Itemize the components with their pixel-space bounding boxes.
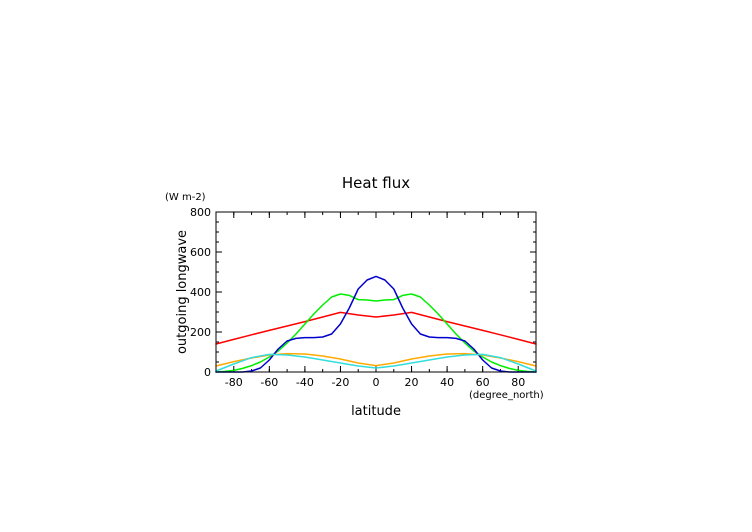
y-tick-label: 0 [204, 366, 211, 379]
x-tick-label: 60 [476, 376, 490, 389]
y-axis-label: outgoing longwave [175, 230, 190, 354]
y-tick-label: 800 [190, 206, 211, 219]
x-tick-label: -20 [331, 376, 349, 389]
series-line-1 [215, 311, 537, 345]
x-tick-label: -80 [225, 376, 243, 389]
series-line-5 [215, 353, 537, 372]
chart-title: Heat flux [342, 174, 410, 192]
x-tick-label: -40 [296, 376, 314, 389]
x-tick-label: 40 [440, 376, 454, 389]
plot-frame [215, 211, 537, 373]
x-axis-label: latitude [351, 404, 401, 419]
x-tick-label: -60 [260, 376, 278, 389]
x-unit-label: (degree_north) [469, 390, 544, 401]
y-tick-label: 400 [190, 286, 211, 299]
y-tick-label: 600 [190, 246, 211, 259]
x-tick-label: 80 [511, 376, 525, 389]
series-lines [215, 275, 537, 373]
x-tick-label: 0 [373, 376, 380, 389]
series-line-2 [215, 293, 537, 373]
y-tick-label: 200 [190, 326, 211, 339]
x-tick-label: 20 [405, 376, 419, 389]
y-unit-label: (W m-2) [165, 192, 206, 203]
series-line-3 [215, 275, 537, 373]
